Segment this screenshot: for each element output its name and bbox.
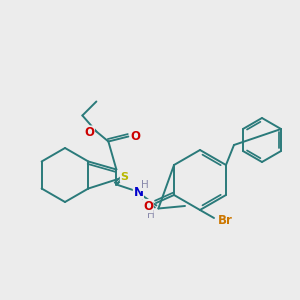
- Text: N: N: [134, 186, 143, 199]
- Text: O: O: [143, 200, 153, 212]
- Text: H: H: [146, 211, 154, 220]
- Text: H: H: [140, 181, 148, 190]
- Text: Br: Br: [218, 214, 232, 226]
- Text: O: O: [130, 130, 140, 143]
- Text: S: S: [120, 172, 128, 182]
- Text: O: O: [84, 126, 94, 139]
